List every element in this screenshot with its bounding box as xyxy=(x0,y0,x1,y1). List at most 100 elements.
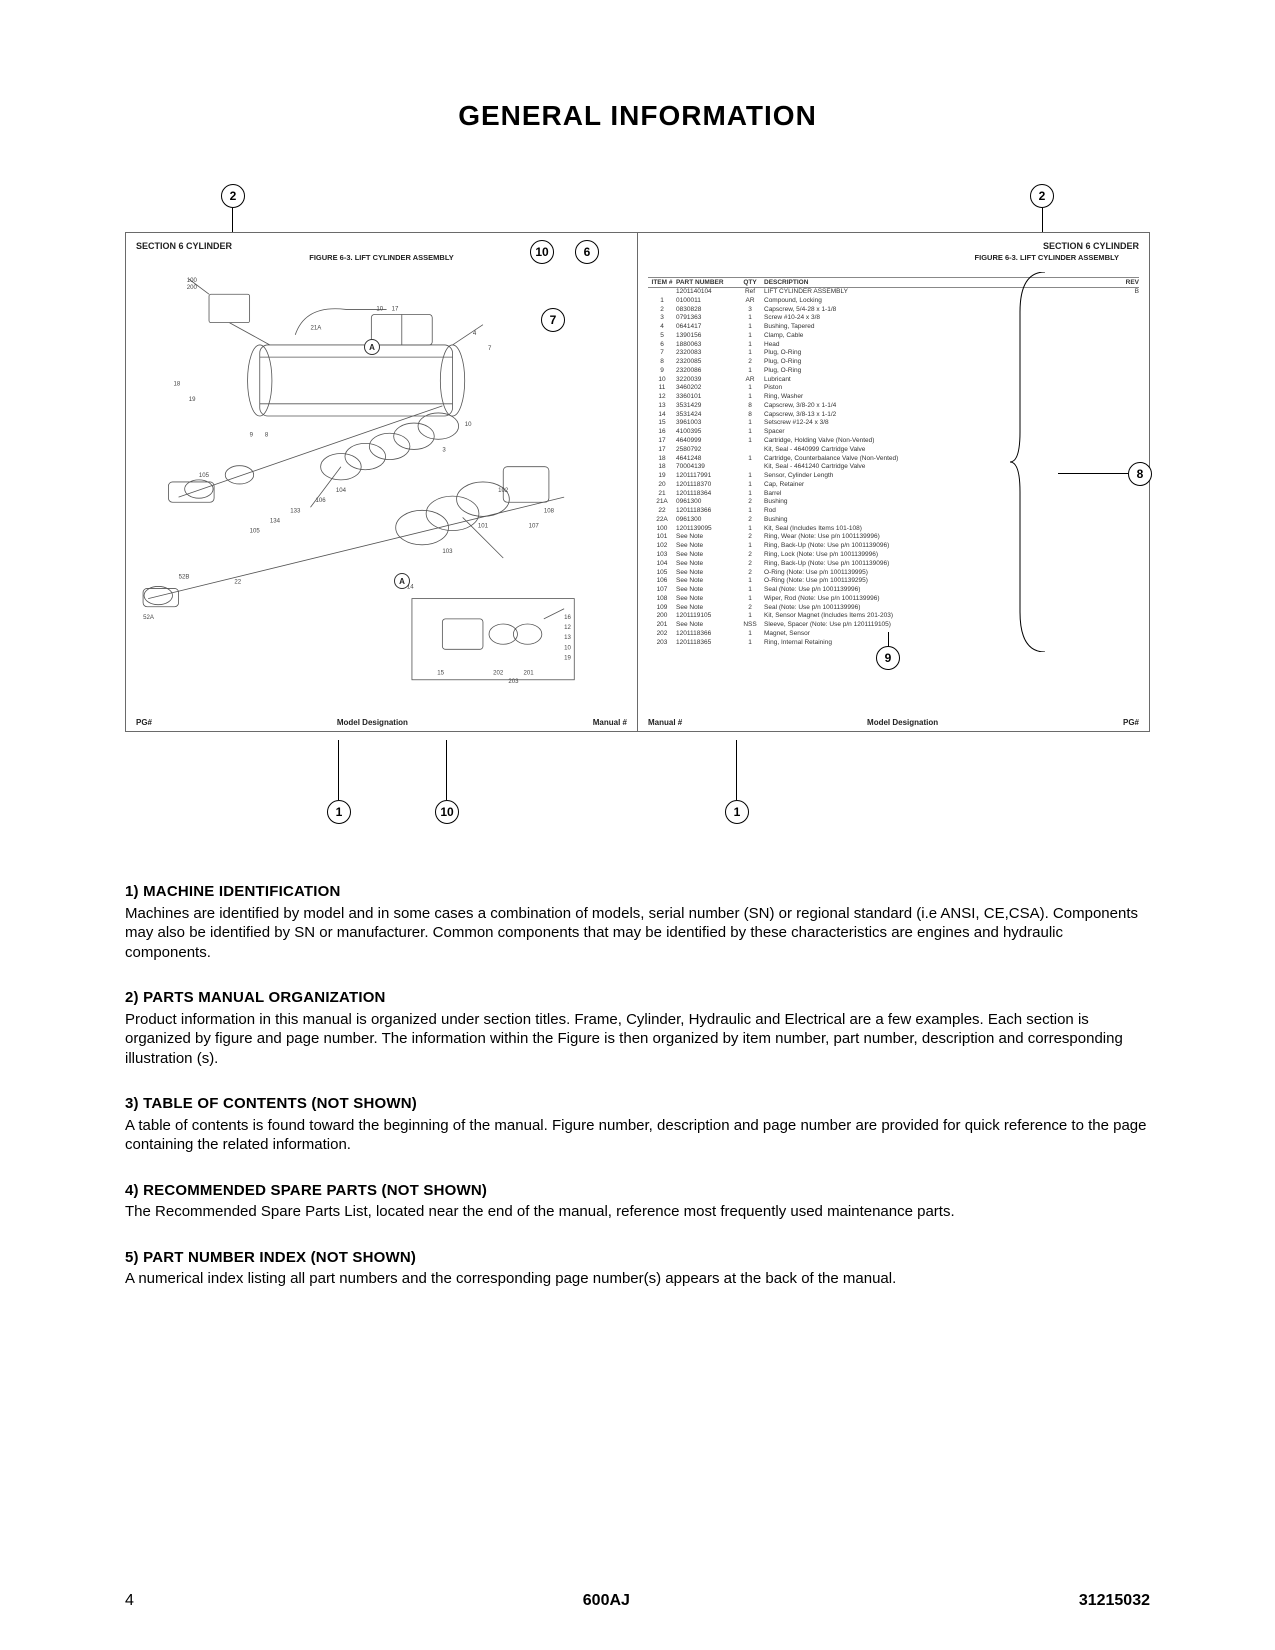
parts-cell: 203 xyxy=(648,639,676,648)
svg-text:15: 15 xyxy=(437,670,444,677)
parts-cell xyxy=(1115,393,1139,402)
callout-1-left: 1 xyxy=(327,800,351,824)
parts-cell xyxy=(1115,542,1139,551)
parts-table-row: 101See Note2 Ring, Wear (Note: Use p/n 1… xyxy=(648,533,1139,542)
svg-text:10: 10 xyxy=(564,644,571,651)
sections: 1) MACHINE IDENTIFICATIONMachines are id… xyxy=(125,882,1150,1289)
parts-cell: 3961003 xyxy=(676,419,736,428)
parts-cell: 13 xyxy=(648,402,676,411)
parts-cell: 8 xyxy=(648,358,676,367)
parts-cell: 1 xyxy=(736,612,764,621)
parts-cell: 21 xyxy=(648,490,676,499)
section-body: A table of contents is found toward the … xyxy=(125,1116,1150,1155)
parts-cell: 0961300 xyxy=(676,516,736,525)
parts-cell: Plug, O-Ring xyxy=(764,349,1115,358)
svg-text:200: 200 xyxy=(187,284,198,291)
parts-cell: 2 xyxy=(736,516,764,525)
svg-text:103: 103 xyxy=(442,548,453,555)
section-body: Product information in this manual is or… xyxy=(125,1010,1150,1069)
parts-cell: 2 xyxy=(648,306,676,315)
svg-text:9: 9 xyxy=(250,431,254,438)
svg-text:10: 10 xyxy=(376,305,383,312)
parts-cell: 2320085 xyxy=(676,358,736,367)
parts-cell: Bushing, Tapered xyxy=(764,323,1115,332)
callout-line xyxy=(232,208,233,232)
parts-cell: 1 xyxy=(736,349,764,358)
footer-left-model: Model Designation xyxy=(337,718,408,727)
parts-cell: 2 xyxy=(736,560,764,569)
parts-cell: 12 xyxy=(648,393,676,402)
parts-cell: 0641417 xyxy=(676,323,736,332)
section-heading: 3) TABLE OF CONTENTS (NOT SHOWN) xyxy=(125,1094,1150,1114)
footer-left-manual: Manual # xyxy=(593,718,627,727)
parts-cell xyxy=(1115,621,1139,630)
parts-table-row: 1134602021Piston xyxy=(648,384,1139,393)
section-heading: 1) MACHINE IDENTIFICATION xyxy=(125,882,1150,902)
svg-text:100: 100 xyxy=(187,277,198,284)
parts-cell: Kit, Seal - 4641240 Cartridge Valve xyxy=(764,463,1115,472)
parts-cell: 1201119105 xyxy=(676,612,736,621)
parts-cell: See Note xyxy=(676,577,736,586)
parts-table-row: 307913631Screw #10-24 x 3/8 xyxy=(648,314,1139,323)
parts-cell: 1201117991 xyxy=(676,472,736,481)
parts-cell: 1201118364 xyxy=(676,490,736,499)
callout-line xyxy=(446,740,447,800)
parts-cell: Cartridge, Holding Valve (Non-Vented) xyxy=(764,437,1115,446)
parts-table-row: 109See Note2 Seal (Note: Use p/n 1001139… xyxy=(648,604,1139,613)
parts-cell: 1201139095 xyxy=(676,525,736,534)
parts-cell: 2 xyxy=(736,569,764,578)
page: GENERAL INFORMATION 2 2 10 6 7 8 9 1 10 … xyxy=(0,0,1275,1650)
callout-line xyxy=(888,632,889,646)
parts-cell xyxy=(1115,577,1139,586)
parts-cell: Setscrew #12-24 x 3/8 xyxy=(764,419,1115,428)
parts-cell: 18 xyxy=(648,455,676,464)
col-qty-head: QTY xyxy=(736,279,764,286)
parts-cell: 3360101 xyxy=(676,393,736,402)
parts-cell: O-Ring (Note: Use p/n 1001139995) xyxy=(764,569,1115,578)
svg-text:201: 201 xyxy=(524,670,535,677)
parts-cell: 2320086 xyxy=(676,367,736,376)
parts-table-row: 20312011183651 Ring, Internal Retaining xyxy=(648,639,1139,648)
parts-cell: Capscrew, 5/4-28 x 1-1/8 xyxy=(764,306,1115,315)
parts-cell: 202 xyxy=(648,630,676,639)
parts-cell: 1201118366 xyxy=(676,630,736,639)
parts-cell: Kit, Seal (Includes Items 101-108) xyxy=(764,525,1115,534)
parts-cell: See Note xyxy=(676,551,736,560)
parts-cell: 105 xyxy=(648,569,676,578)
parts-cell: 1 xyxy=(736,490,764,499)
callout-line xyxy=(1058,473,1128,474)
footer-page-number: 4 xyxy=(125,1592,134,1610)
parts-cell: Wiper, Rod (Note: Use p/n 1001139996) xyxy=(764,595,1115,604)
parts-cell: See Note xyxy=(676,533,736,542)
parts-cell: 4100395 xyxy=(676,428,736,437)
parts-cell: 4640999 xyxy=(676,437,736,446)
left-panel: SECTION 6 CYLINDER FIGURE 6-3. LIFT CYLI… xyxy=(126,233,638,731)
parts-cell: 1880063 xyxy=(676,341,736,350)
a-marker-1: A xyxy=(364,339,380,355)
parts-table-row: 10012011390951Kit, Seal (Includes Items … xyxy=(648,525,1139,534)
parts-cell: AR xyxy=(736,376,764,385)
parts-table-row: 10100011ARCompound, Locking xyxy=(648,297,1139,306)
parts-table-row: 106See Note1 O-Ring (Note: Use p/n 10011… xyxy=(648,577,1139,586)
parts-cell: See Note xyxy=(676,586,736,595)
svg-text:105: 105 xyxy=(250,528,261,535)
parts-cell: 10 xyxy=(648,376,676,385)
svg-text:104: 104 xyxy=(336,487,347,494)
svg-text:106: 106 xyxy=(316,497,327,504)
parts-cell: 1 xyxy=(736,332,764,341)
svg-text:202: 202 xyxy=(493,670,504,677)
parts-cell xyxy=(1115,402,1139,411)
parts-cell: Screw #10-24 x 3/8 xyxy=(764,314,1115,323)
callout-2-left: 2 xyxy=(221,184,245,208)
parts-cell: 2320083 xyxy=(676,349,736,358)
right-panel-footer: Manual # Model Designation PG# xyxy=(648,718,1139,727)
parts-cell: 1 xyxy=(736,577,764,586)
parts-cell: Magnet, Sensor xyxy=(764,630,1115,639)
parts-cell xyxy=(1115,437,1139,446)
parts-cell: Clamp, Cable xyxy=(764,332,1115,341)
parts-table-row: 22A09613002 Bushing xyxy=(648,516,1139,525)
parts-cell: Piston xyxy=(764,384,1115,393)
figure-wrap: 2 2 10 6 7 8 9 1 10 1 SECTION 6 CYLINDER xyxy=(125,182,1150,822)
parts-cell: 1201118370 xyxy=(676,481,736,490)
parts-cell: 107 xyxy=(648,586,676,595)
